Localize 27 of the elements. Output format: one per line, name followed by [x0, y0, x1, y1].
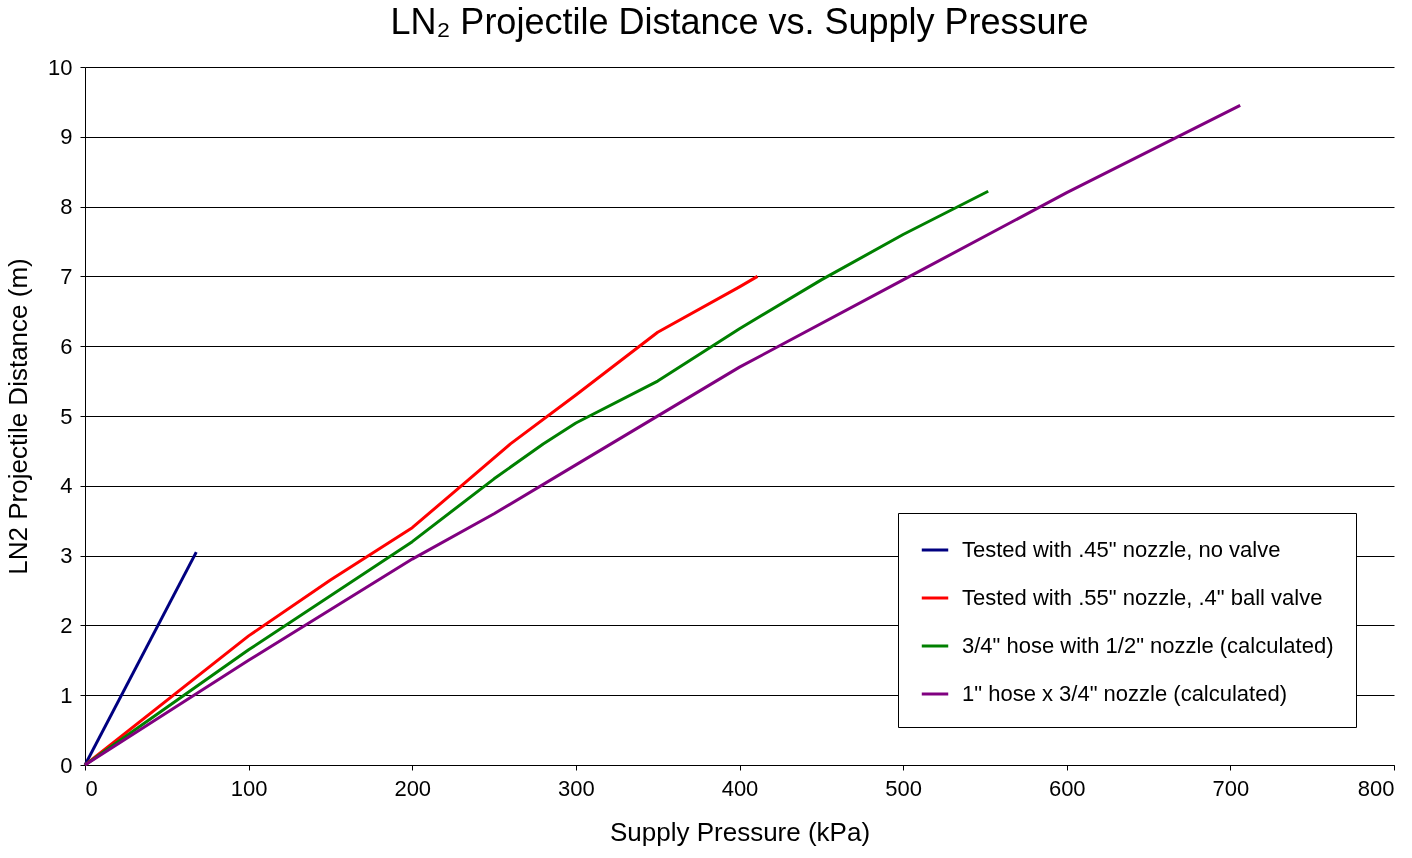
legend-label: 3/4" hose with 1/2" nozzle (calculated)	[962, 633, 1334, 658]
y-tick-label: 8	[60, 194, 73, 220]
legend-label: Tested with .55" nozzle, .4" ball valve	[962, 585, 1323, 610]
x-axis-title: Supply Pressure (kPa)	[609, 816, 871, 847]
y-tick-label: 9	[60, 124, 73, 150]
y-tick-label: 2	[60, 612, 73, 638]
chart-title: LN₂ Projectile Distance vs. Supply Pressure	[390, 1, 1089, 42]
y-tick-label: 0	[60, 752, 73, 778]
x-tick-label: 400	[721, 775, 759, 801]
y-tick-label: 1	[60, 682, 73, 708]
legend-label: 1" hose x 3/4" nozzle (calculated)	[962, 681, 1288, 706]
x-tick-label: 300	[558, 775, 595, 801]
x-tick-label: 0	[85, 775, 98, 801]
y-tick-label: 4	[60, 473, 73, 499]
y-tick-label: 3	[60, 543, 73, 569]
x-tick-label: 100	[230, 775, 268, 801]
y-tick-label: 7	[60, 263, 73, 289]
x-tick-label: 600	[1048, 775, 1086, 801]
x-tick-label: 700	[1212, 775, 1250, 801]
x-tick-label: 200	[394, 775, 432, 801]
y-tick-label: 6	[60, 333, 73, 359]
y-axis-title: LN2 Projectile Distance (m)	[3, 258, 34, 575]
legend-label: Tested with .45" nozzle, no valve	[962, 537, 1281, 562]
x-tick-label: 500	[885, 775, 922, 801]
y-tick-label: 5	[60, 403, 73, 429]
y-tick-label: 10	[48, 54, 73, 80]
x-tick-label: 800	[1357, 775, 1395, 801]
